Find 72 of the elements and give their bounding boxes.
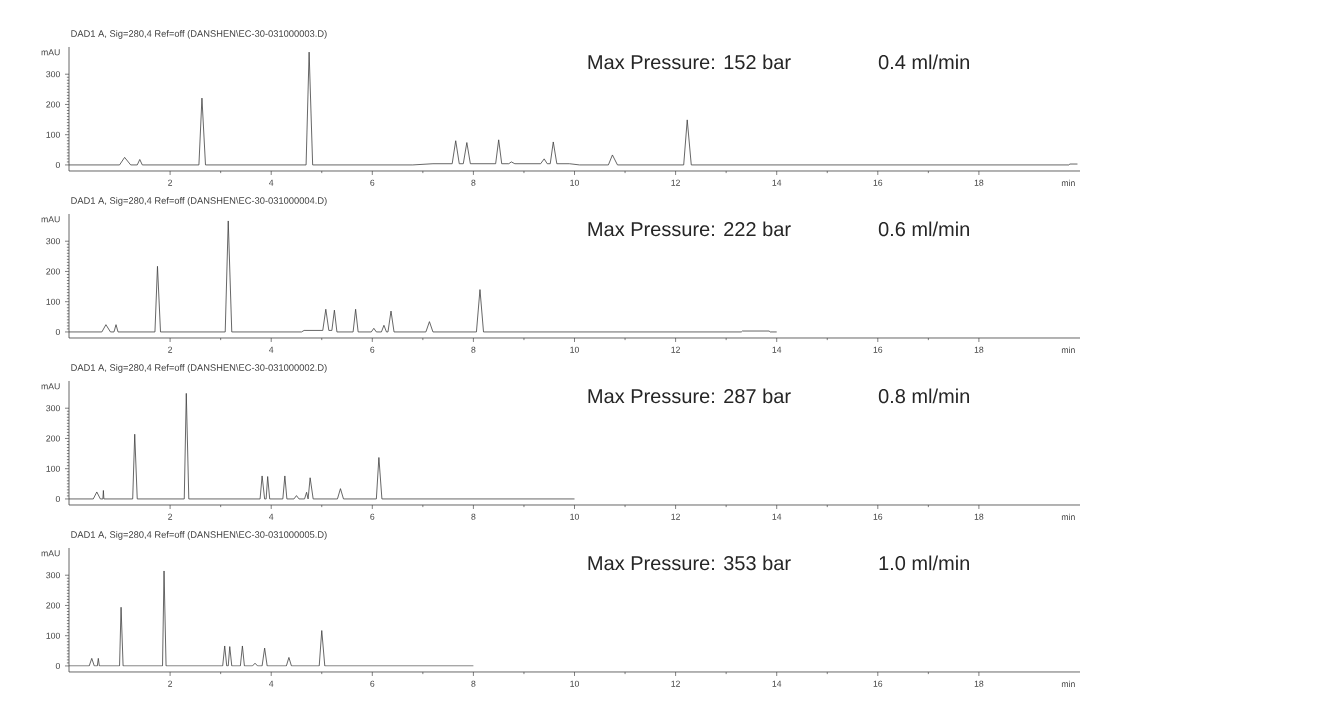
y-tick-label: 100 [46,131,60,138]
x-axis-title: min [1061,179,1075,186]
y-tick-label: 0 [55,495,60,503]
x-tick-label: 8 [471,513,476,520]
y-tick-label: 0 [55,662,60,669]
y-tick-label: 200 [46,435,60,442]
x-tick-label: 2 [168,179,173,186]
y-tick-label: 100 [46,298,60,305]
y-tick-label: 300 [46,572,60,579]
x-axis-title: min [1061,680,1075,687]
x-tick-label: 10 [570,513,579,520]
x-tick-label: 14 [772,179,782,186]
annotation: Max Pressure: 222 bar [588,221,791,237]
x-tick-label: 6 [370,513,375,520]
chart-title: DAD1 A, Sig=280,4 Ref=off (DANSHEN\EC-30-031000004.D) [71,197,327,206]
x-tick-label: 18 [974,346,984,353]
x-tick-label: 2 [168,680,173,687]
x-tick-label: 8 [471,346,476,353]
annotation: 0.8 ml/min [878,388,969,404]
x-tick-label: 10 [570,680,579,687]
chart-title: DAD1 A, Sig=280,4 Ref=off (DANSHEN\EC-30-031000003.D) [71,30,327,39]
y-tick-label: 300 [46,238,60,245]
x-tick-label: 10 [570,179,579,186]
annotation: 0.4 ml/min [878,54,969,70]
x-tick-label: 4 [269,680,274,687]
x-tick-label: 12 [671,179,680,186]
annotation: 0.6 ml/min [878,221,969,237]
x-tick-label: 12 [671,513,680,520]
annotation: 1.0 ml/min [879,555,969,571]
x-tick-label: 8 [471,680,476,687]
y-tick-label: 100 [46,632,60,639]
x-tick-label: 4 [269,513,274,520]
y-axis-title: mAU [41,49,60,56]
x-tick-label: 18 [974,179,984,186]
y-tick-label: 200 [46,268,60,275]
x-tick-label: 16 [873,179,883,186]
y-tick-label: 100 [46,465,60,472]
x-tick-label: 4 [269,179,274,186]
y-axis-title: mAU [41,383,60,390]
x-tick-label: 14 [772,680,782,687]
x-tick-label: 6 [370,179,375,186]
x-tick-label: 6 [370,346,375,353]
chart-title: DAD1 A, Sig=280,4 Ref=off (DANSHEN\EC-30-031000005.D) [71,531,327,540]
y-tick-label: 200 [46,101,60,108]
x-tick-label: 16 [873,346,883,353]
y-axis-title: mAU [41,550,60,557]
x-tick-label: 2 [168,513,173,520]
y-tick-label: 0 [55,161,60,169]
x-tick-label: 18 [974,680,984,687]
x-tick-label: 18 [974,513,984,520]
x-tick-label: 12 [671,346,680,353]
x-axis-title: min [1061,513,1075,520]
y-tick-label: 200 [46,602,60,609]
annotation: Max Pressure: 287 bar [588,388,791,404]
annotation: Max Pressure: 353 bar [588,555,791,571]
y-tick-label: 300 [46,405,60,412]
y-tick-label: 300 [46,71,60,78]
x-tick-label: 14 [772,513,782,520]
y-tick-label: 0 [55,328,60,336]
x-tick-label: 16 [873,513,883,520]
x-tick-label: 14 [772,346,782,353]
y-axis-title: mAU [41,216,60,223]
x-tick-label: 4 [269,346,274,353]
x-tick-label: 16 [873,680,883,687]
x-axis-title: min [1061,346,1075,353]
chart-title: DAD1 A, Sig=280,4 Ref=off (DANSHEN\EC-30-031000002.D) [71,364,327,373]
x-tick-label: 12 [671,680,680,687]
x-tick-label: 2 [168,346,173,353]
annotation: Max Pressure: 152 bar [588,54,791,70]
x-tick-label: 6 [370,680,375,687]
x-tick-label: 10 [570,346,579,353]
x-tick-label: 8 [471,179,476,186]
